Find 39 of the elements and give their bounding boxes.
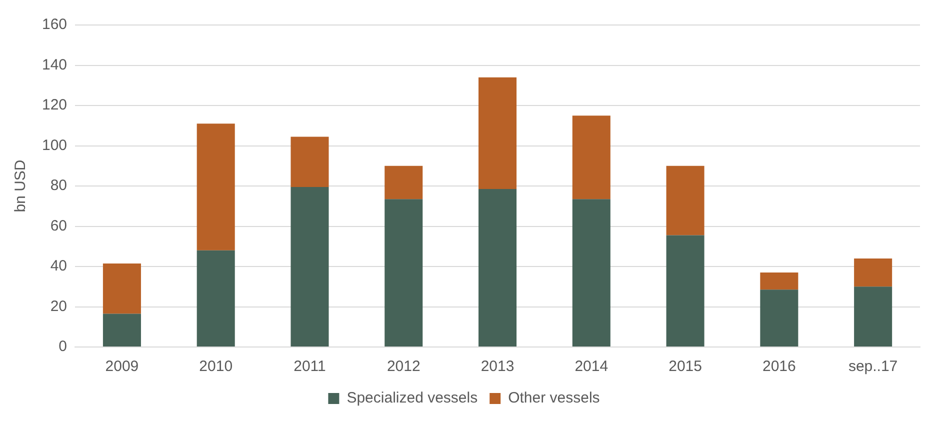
bar	[196, 250, 235, 346]
bar	[478, 77, 517, 190]
legend-label: Specialized vessels	[346, 390, 478, 407]
bar	[854, 286, 892, 346]
bar	[384, 199, 423, 346]
bar	[760, 272, 798, 290]
bar	[290, 136, 329, 188]
y-tick-label: 0	[58, 338, 68, 356]
y-axis-title: bn USD	[12, 160, 30, 212]
y-tick-label: 140	[42, 56, 68, 74]
x-tick-label: 2015	[668, 358, 702, 376]
bar	[572, 116, 610, 200]
bar	[854, 258, 892, 287]
bar	[290, 187, 329, 346]
bar	[760, 290, 798, 346]
y-tick-label: 160	[42, 16, 68, 34]
bar	[102, 263, 141, 314]
bar	[666, 166, 704, 236]
bar	[196, 124, 235, 250]
y-tick-label: 80	[50, 177, 68, 194]
bar	[572, 199, 610, 346]
x-tick-label: 2016	[762, 358, 796, 376]
x-tick-label: 2014	[574, 358, 608, 376]
x-tick-label: sep..17	[848, 358, 898, 376]
x-tick-label: 2011	[294, 358, 326, 376]
y-tick-label: 40	[50, 258, 68, 275]
bar	[102, 314, 141, 346]
bar	[478, 189, 517, 346]
x-tick-label: 2010	[199, 358, 233, 376]
x-tick-label: 2009	[105, 358, 139, 376]
legend-label: Other vessels	[508, 390, 600, 407]
y-tick-label: 100	[42, 136, 68, 154]
bar	[666, 235, 704, 346]
y-tick-label: 120	[42, 96, 68, 114]
bar	[384, 166, 423, 200]
y-tick-label: 60	[50, 217, 68, 234]
x-tick-label: 2013	[480, 358, 514, 376]
y-tick-label: 20	[50, 298, 68, 315]
x-tick-label: 2012	[386, 358, 420, 376]
